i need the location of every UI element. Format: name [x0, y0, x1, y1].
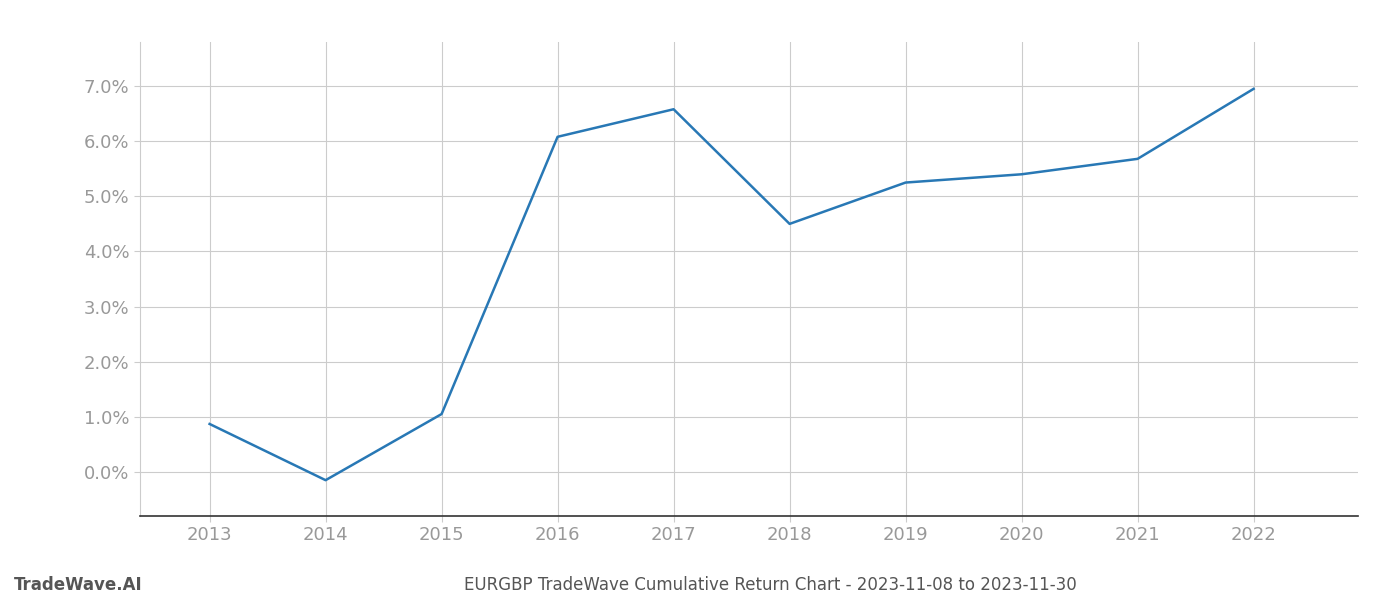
Text: EURGBP TradeWave Cumulative Return Chart - 2023-11-08 to 2023-11-30: EURGBP TradeWave Cumulative Return Chart…	[463, 576, 1077, 594]
Text: TradeWave.AI: TradeWave.AI	[14, 576, 143, 594]
